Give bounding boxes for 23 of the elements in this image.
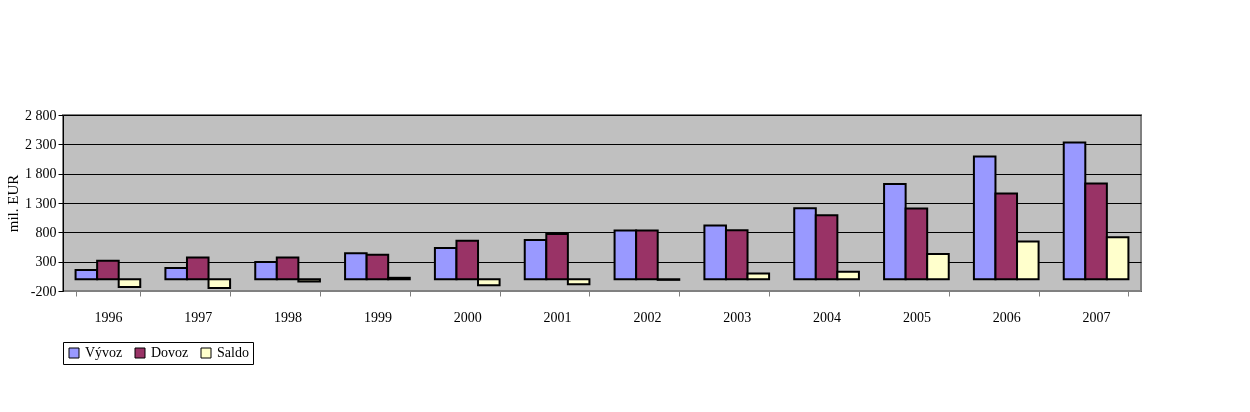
y-tick-label: -200 [30,283,57,299]
x-tick-label: 2007 [1082,309,1111,325]
y-tick-label: 2 800 [25,107,57,123]
y-axis-title: mil. EUR [5,174,21,233]
x-tick-label: 2003 [723,309,752,325]
x-tick-label: 1998 [274,309,303,325]
x-tick-label: 1997 [184,309,213,325]
x-tick-label: 2001 [543,309,572,325]
x-tick-label: 2000 [453,309,482,325]
y-tick-label: 1 800 [25,166,57,182]
x-tick-label: 2005 [902,309,931,325]
y-tick-label: 1 300 [25,195,57,211]
x-tick-label: 1999 [363,309,392,325]
y-tick-label: 2 300 [25,136,57,152]
x-tick-label: 2002 [633,309,662,325]
legend-label: Vývoz [85,345,123,360]
legend-label: Dovoz [151,345,189,360]
y-tick-label: 800 [35,224,57,240]
legend-label: Saldo [217,345,249,360]
y-tick-label: 300 [35,254,57,270]
x-tick-label: 2006 [992,309,1021,325]
x-tick-label: 2004 [813,309,842,325]
x-tick-label: 1996 [94,309,123,325]
